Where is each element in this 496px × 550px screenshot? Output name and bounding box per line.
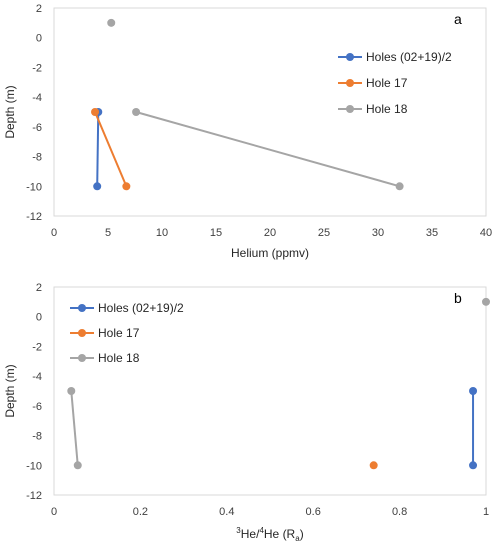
legend-swatch-marker — [78, 354, 86, 362]
series-line — [135, 111, 400, 188]
data-point — [482, 297, 490, 306]
x-tick-label: 0 — [51, 506, 57, 518]
legend-entry-label: Hole 17 — [366, 76, 408, 90]
x-tick-label: 35 — [426, 227, 438, 239]
x-axis-label-b-sub: a — [295, 534, 300, 543]
y-tick-label: -12 — [26, 490, 42, 502]
series-group-a — [91, 18, 404, 191]
x-tick-label: 15 — [210, 227, 222, 239]
chart-panel-a: 0 5 10 15 20 25 30 35 40 20-2-4-6-8-10-12 Helium… — [3, 3, 492, 260]
series-group-b — [67, 297, 490, 470]
legend-entry-label: Hole 17 — [98, 326, 140, 340]
y-tick-label: -4 — [32, 371, 42, 383]
legend-entry-label: Hole 18 — [366, 102, 408, 116]
data-point — [67, 387, 76, 395]
x-axis-label-b: 3He/4He (Ra) — [236, 526, 303, 543]
y-tick-label: 2 — [36, 282, 42, 294]
x-tick-label: 40 — [480, 227, 492, 239]
data-point — [369, 461, 378, 470]
data-point — [395, 182, 404, 191]
x-ticks-a: 0 5 10 15 20 25 30 35 40 — [51, 227, 492, 239]
y-tick-label: -6 — [32, 122, 42, 134]
x-tick-label: 1 — [483, 506, 489, 518]
data-point — [122, 182, 131, 191]
y-tick-label: -4 — [32, 92, 42, 104]
x-tick-label: 10 — [156, 227, 168, 239]
data-point — [73, 461, 82, 470]
x-tick-label: 0.4 — [219, 506, 234, 518]
y-ticks-b: 2 0 -2 -4 -6 -8 -10 -12 — [26, 282, 42, 502]
x-tick-label: 25 — [318, 227, 330, 239]
x-axis-label-b-base1: He/ — [241, 527, 260, 541]
y-tick-label: -12 — [26, 211, 42, 223]
series-line — [70, 390, 79, 466]
series-hole-18 — [107, 18, 404, 191]
x-tick-label: 0.8 — [392, 506, 407, 518]
legend-swatch-marker — [78, 329, 86, 337]
y-tick-label: 0 — [36, 33, 42, 45]
y-axis-label-b: Depth (m) — [3, 364, 17, 417]
legend-swatch-marker — [78, 304, 86, 312]
y-tick-label: -10 — [26, 181, 42, 193]
y-tick-label: -8 — [32, 152, 42, 164]
data-point — [93, 182, 102, 191]
x-tick-label: 30 — [372, 227, 384, 239]
y-tick-label: -8 — [32, 431, 42, 443]
y-tick-label: -2 — [32, 341, 42, 353]
y-tick-label: 2 — [36, 3, 42, 15]
data-point — [91, 108, 100, 116]
x-tick-label: 20 — [264, 227, 276, 239]
series-hole-18 — [67, 297, 490, 470]
x-tick-label: 0.2 — [133, 506, 148, 518]
y-tick-label: -2 — [32, 62, 42, 74]
data-point — [132, 108, 141, 116]
x-axis-label-a: Helium (ppmv) — [231, 246, 309, 260]
x-axis-label-b-base2: He (R — [264, 527, 296, 541]
series-hole-17 — [369, 461, 378, 470]
x-tick-label: 5 — [105, 227, 111, 239]
x-ticks-b: 0 0.2 0.4 0.6 0.8 1 — [51, 506, 489, 518]
x-axis-label-b-sup1: 3 — [236, 526, 241, 535]
legend-swatch-marker — [346, 105, 354, 113]
y-tick-label: -10 — [26, 460, 42, 472]
data-point — [107, 18, 116, 27]
x-axis-label-b-end: ) — [300, 527, 304, 541]
x-axis-label-b-sup2: 4 — [259, 526, 264, 535]
legend-swatch-marker — [346, 79, 354, 87]
legend-swatch-marker — [346, 53, 354, 61]
x-tick-label: 0 — [51, 227, 57, 239]
panel-label-b: b — [454, 290, 462, 306]
legend-b: Holes (02+19)/2 Hole 17 Hole 18 — [70, 301, 184, 365]
legend-entry-label: Holes (02+19)/2 — [98, 301, 184, 315]
data-point — [469, 387, 478, 395]
legend-entry-label: Holes (02+19)/2 — [366, 50, 452, 64]
y-ticks-a: 2 0 -2 -4 -6 -8 -10 -12 — [26, 3, 42, 223]
legend-a: Holes (02+19)/2 Hole 17 Hole 18 — [338, 50, 452, 116]
series-hole-17 — [91, 108, 131, 191]
plot-frame-a — [53, 7, 487, 217]
legend-entry-label: Hole 18 — [98, 351, 140, 365]
data-point — [469, 461, 478, 470]
y-tick-label: 0 — [36, 312, 42, 324]
series-holes-02-19-2 — [469, 387, 478, 470]
series-line — [94, 111, 128, 187]
plot-frame-b — [53, 286, 487, 496]
y-axis-label-a: Depth (m) — [3, 85, 17, 138]
y-tick-label: -6 — [32, 401, 42, 413]
x-tick-label: 0.6 — [306, 506, 321, 518]
chart-panel-b: 0 0.2 0.4 0.6 0.8 1 2 0 -2 -4 -6 -8 -10 -12 3He/4He … — [3, 282, 490, 543]
panel-label-a: a — [454, 11, 462, 27]
series-line — [96, 111, 100, 187]
